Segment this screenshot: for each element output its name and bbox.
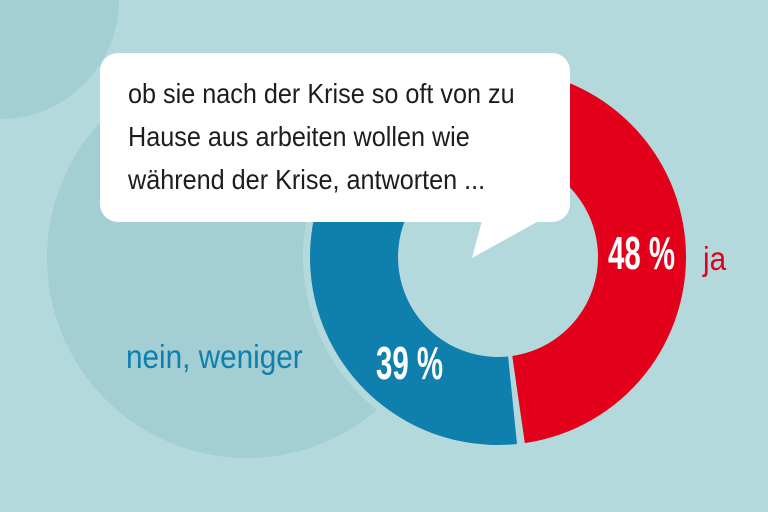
speech-bubble xyxy=(100,53,570,222)
category-label-nein-weniger: nein, weniger xyxy=(126,338,303,375)
speech-bubble-tail xyxy=(472,217,546,258)
category-label-ja: ja xyxy=(703,240,727,277)
speech-bubble-line-3: während der Krise, antworten ... xyxy=(128,164,486,195)
speech-bubble-text: ob sie nach der Krise so oft von zu Haus… xyxy=(128,72,515,201)
speech-bubble-line-2: Hause aus arbeiten wollen wie xyxy=(128,121,470,152)
corner-accent-circle xyxy=(0,0,119,119)
value-label-nein-weniger: 39 % xyxy=(376,337,444,389)
value-label-ja: 48 % xyxy=(608,227,676,279)
speech-bubble-line-1: ob sie nach der Krise so oft von zu xyxy=(128,78,515,109)
